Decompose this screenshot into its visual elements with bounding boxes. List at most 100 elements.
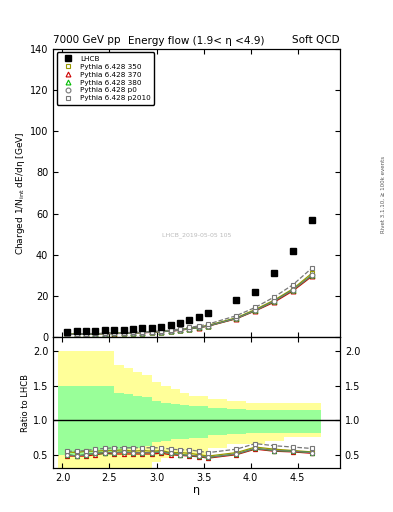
Text: 7000 GeV pp: 7000 GeV pp	[53, 35, 121, 45]
Title: Energy flow (1.9< η <4.9): Energy flow (1.9< η <4.9)	[128, 36, 265, 47]
Pythia 6.428 380	[74, 331, 79, 337]
Pythia 6.428 380	[253, 307, 258, 313]
LHCB	[290, 248, 295, 254]
Legend: LHCB, Pythia 6.428 350, Pythia 6.428 370, Pythia 6.428 380, Pythia 6.428 p0, Pyt: LHCB, Pythia 6.428 350, Pythia 6.428 370…	[57, 52, 154, 105]
Pythia 6.428 380	[234, 315, 239, 322]
Pythia 6.428 370	[65, 331, 70, 337]
Pythia 6.428 p2010	[130, 329, 135, 335]
Pythia 6.428 p0	[234, 315, 239, 322]
Pythia 6.428 p2010	[112, 330, 117, 336]
Pythia 6.428 380	[65, 331, 70, 337]
LHCB	[168, 322, 173, 328]
Pythia 6.428 p0	[112, 330, 117, 336]
Pythia 6.428 350	[272, 297, 276, 303]
Pythia 6.428 350	[253, 306, 258, 312]
Pythia 6.428 350	[178, 327, 182, 333]
Pythia 6.428 380	[206, 323, 211, 329]
Pythia 6.428 p2010	[159, 328, 163, 334]
Pythia 6.428 370	[130, 330, 135, 336]
Pythia 6.428 p2010	[290, 282, 295, 288]
LHCB	[103, 327, 107, 333]
Pythia 6.428 p0	[290, 287, 295, 293]
Line: Pythia 6.428 p2010: Pythia 6.428 p2010	[65, 266, 314, 336]
Pythia 6.428 p2010	[74, 331, 79, 337]
Pythia 6.428 p2010	[187, 324, 192, 330]
Pythia 6.428 p2010	[196, 323, 201, 329]
Pythia 6.428 370	[168, 328, 173, 334]
Pythia 6.428 380	[121, 330, 126, 336]
Pythia 6.428 350	[112, 330, 117, 336]
Pythia 6.428 p2010	[149, 328, 154, 334]
Pythia 6.428 p2010	[253, 304, 258, 310]
Line: Pythia 6.428 p0: Pythia 6.428 p0	[65, 273, 314, 337]
Pythia 6.428 380	[159, 328, 163, 334]
Pythia 6.428 p0	[187, 326, 192, 332]
LHCB	[112, 327, 117, 333]
LHCB	[253, 289, 258, 295]
Pythia 6.428 380	[93, 331, 98, 337]
Pythia 6.428 380	[178, 327, 182, 333]
Pythia 6.428 p2010	[168, 327, 173, 333]
Y-axis label: Ratio to LHCB: Ratio to LHCB	[21, 374, 30, 432]
Pythia 6.428 350	[65, 331, 70, 337]
Pythia 6.428 p0	[206, 323, 211, 329]
Pythia 6.428 370	[253, 308, 258, 314]
Pythia 6.428 350	[103, 330, 107, 336]
Pythia 6.428 350	[234, 314, 239, 321]
Pythia 6.428 370	[159, 329, 163, 335]
Pythia 6.428 370	[234, 316, 239, 322]
Y-axis label: Charged 1/N$_\mathrm{int}$ dE/dη [GeV]: Charged 1/N$_\mathrm{int}$ dE/dη [GeV]	[14, 131, 27, 255]
Line: LHCB: LHCB	[64, 217, 315, 335]
Pythia 6.428 350	[196, 324, 201, 330]
Pythia 6.428 350	[130, 330, 135, 336]
Pythia 6.428 p0	[168, 328, 173, 334]
Pythia 6.428 p0	[84, 331, 88, 337]
Pythia 6.428 p0	[93, 331, 98, 337]
Pythia 6.428 380	[168, 328, 173, 334]
Pythia 6.428 p2010	[272, 294, 276, 300]
Pythia 6.428 p0	[65, 331, 70, 337]
LHCB	[178, 320, 182, 326]
Pythia 6.428 p0	[253, 307, 258, 313]
Pythia 6.428 370	[149, 329, 154, 335]
Text: Rivet 3.1.10, ≥ 100k events: Rivet 3.1.10, ≥ 100k events	[381, 156, 386, 233]
Pythia 6.428 380	[149, 329, 154, 335]
Pythia 6.428 380	[196, 324, 201, 330]
Text: LHCB_2019-05-05 105: LHCB_2019-05-05 105	[162, 232, 231, 238]
X-axis label: η: η	[193, 485, 200, 495]
Pythia 6.428 370	[187, 326, 192, 332]
LHCB	[159, 324, 163, 330]
Pythia 6.428 350	[149, 329, 154, 335]
Pythia 6.428 p0	[272, 298, 276, 304]
Pythia 6.428 p0	[149, 329, 154, 335]
LHCB	[93, 328, 98, 334]
LHCB	[121, 327, 126, 333]
Pythia 6.428 350	[187, 325, 192, 331]
Pythia 6.428 380	[103, 331, 107, 337]
LHCB	[196, 313, 201, 319]
Pythia 6.428 p2010	[121, 330, 126, 336]
Pythia 6.428 p2010	[309, 265, 314, 271]
LHCB	[149, 325, 154, 331]
Pythia 6.428 370	[290, 288, 295, 294]
Pythia 6.428 p2010	[206, 321, 211, 327]
Pythia 6.428 370	[112, 331, 117, 337]
Text: Soft QCD: Soft QCD	[292, 35, 340, 45]
Pythia 6.428 p2010	[65, 331, 70, 337]
Pythia 6.428 p2010	[84, 331, 88, 337]
Line: Pythia 6.428 380: Pythia 6.428 380	[65, 273, 314, 337]
Pythia 6.428 p0	[140, 329, 145, 335]
Pythia 6.428 p0	[74, 331, 79, 337]
Pythia 6.428 350	[84, 331, 88, 337]
Pythia 6.428 350	[121, 330, 126, 336]
Pythia 6.428 350	[93, 331, 98, 337]
LHCB	[74, 328, 79, 334]
Pythia 6.428 350	[168, 328, 173, 334]
Pythia 6.428 380	[84, 331, 88, 337]
Pythia 6.428 370	[196, 325, 201, 331]
Pythia 6.428 370	[309, 273, 314, 280]
Pythia 6.428 350	[74, 331, 79, 337]
LHCB	[272, 270, 276, 276]
LHCB	[130, 326, 135, 332]
LHCB	[234, 297, 239, 303]
